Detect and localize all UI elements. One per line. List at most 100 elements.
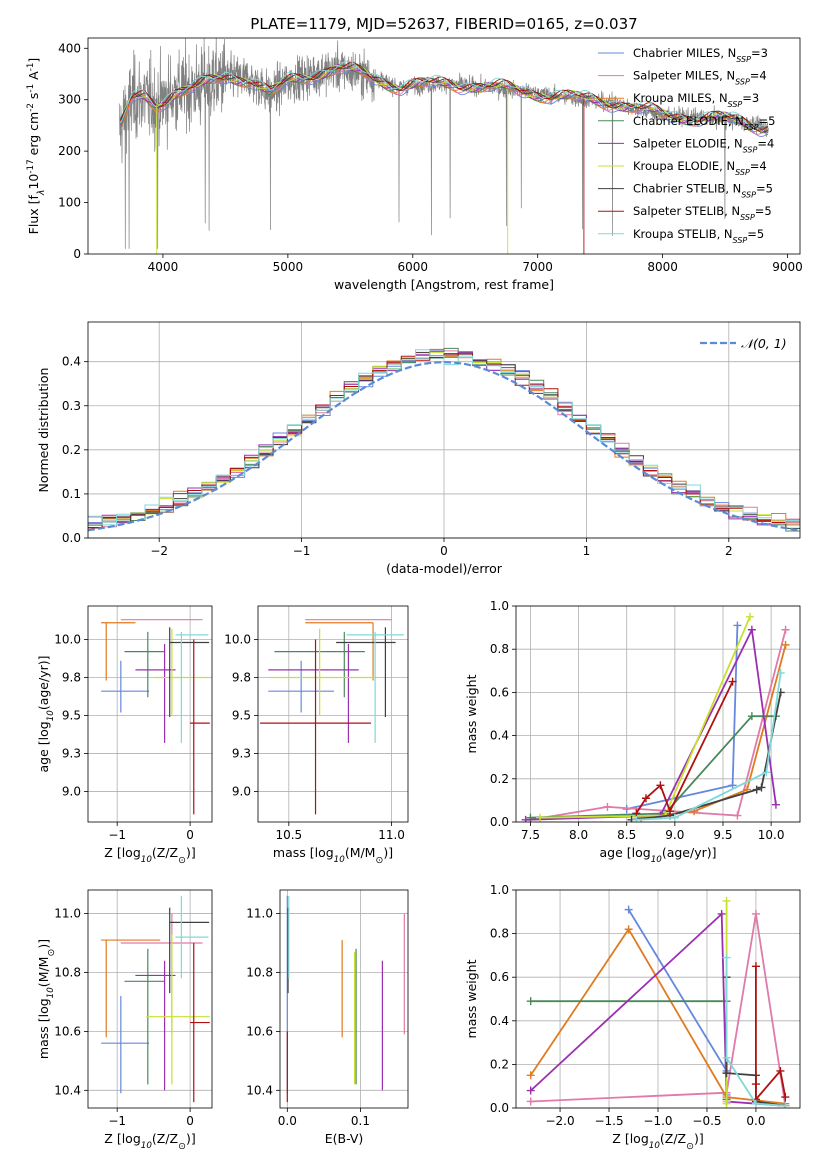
y-tick-label: 9.8 bbox=[232, 670, 251, 684]
x-tick-label: 9.0 bbox=[665, 828, 684, 842]
y-axis-label: mass weight bbox=[464, 674, 479, 753]
axes-frame bbox=[279, 889, 409, 1109]
y-tick-label: 0.6 bbox=[490, 970, 509, 984]
weight-marker bbox=[722, 896, 731, 905]
normal-reference-curve bbox=[88, 360, 800, 532]
legend-label-8: Salpeter STELIB, NSSP=5 bbox=[633, 204, 772, 222]
weight-line bbox=[627, 909, 728, 1095]
y-tick-label: 1.0 bbox=[490, 599, 509, 613]
x-tick-label: 7000 bbox=[522, 260, 553, 274]
model-fit-8 bbox=[120, 61, 769, 131]
mass_vs_Z-panel: −1 0 10.4 10.6 10.8 11.0 Z [log10(Z/Z⊙)] mass [… bbox=[36, 889, 213, 1152]
errorbar-point-3 bbox=[305, 622, 374, 681]
weight-marker bbox=[781, 1093, 790, 1102]
y-tick-label: 9.0 bbox=[62, 785, 81, 799]
age_vs_mass-panel: 10.5 11.0 9.0 9.3 9.5 9.8 10.0 mass [log10(M/M⊙… bbox=[224, 605, 409, 866]
weight-marker bbox=[526, 997, 535, 1006]
y-tick-label: 9.8 bbox=[62, 670, 81, 684]
x-tick-label: 8.5 bbox=[617, 828, 636, 842]
legend-label-9: Kroupa STELIB, NSSP=5 bbox=[633, 227, 764, 245]
x-axis-label: Z [log10(Z/Z⊙)] bbox=[104, 1131, 195, 1152]
residual-histogram-9 bbox=[88, 349, 800, 526]
x-tick-label: −2.0 bbox=[545, 1114, 574, 1128]
weight-marker bbox=[776, 668, 785, 677]
age_vs_Z-plot-area bbox=[101, 619, 210, 815]
weight-marker bbox=[771, 800, 780, 809]
x-axis-label: mass [log10(M/M⊙)] bbox=[273, 845, 393, 866]
mass_vs_Z-plot-area bbox=[101, 895, 210, 1103]
x-tick-label: 8000 bbox=[647, 260, 678, 274]
weight-line bbox=[626, 625, 739, 810]
weight-marker bbox=[670, 813, 679, 822]
weight-marker bbox=[624, 905, 633, 914]
y-tick-label: 11.0 bbox=[54, 907, 81, 921]
legend-label-normal: 𝒩(0, 1) bbox=[741, 336, 787, 351]
errorbar-point-5 bbox=[268, 644, 359, 743]
axes-frame bbox=[87, 889, 213, 1109]
errorbar-point-8 bbox=[190, 639, 210, 815]
axes-frame bbox=[87, 37, 801, 255]
x-tick-label: 9000 bbox=[772, 260, 803, 274]
y-tick-label: 0.8 bbox=[490, 642, 509, 656]
weight-marker bbox=[666, 807, 675, 816]
errorbar-point-8 bbox=[260, 639, 372, 815]
y-tick-label: 9.3 bbox=[62, 747, 81, 761]
x-tick-label: 0.1 bbox=[351, 1114, 370, 1128]
weight-marker bbox=[632, 815, 641, 822]
y-tick-label: 0.1 bbox=[62, 487, 81, 501]
x-tick-label: 4000 bbox=[148, 260, 179, 274]
y-axis-label: Flux [fλ10-17 erg cm-2 s-1 A-1] bbox=[26, 58, 47, 235]
x-tick-label: 11.0 bbox=[378, 828, 405, 842]
x-tick-label: 1 bbox=[583, 544, 591, 558]
weight_vs_age-panel: 7.5 8.0 8.5 9.0 9.5 10.0 0.0 0.2 0.4 0.6 0.8 1.0 age… bbox=[464, 599, 801, 865]
legend-label-7: Chabrier STELIB, NSSP=5 bbox=[633, 182, 773, 200]
x-tick-label: 2 bbox=[725, 544, 733, 558]
x-axis-label: (data-model)/error bbox=[386, 561, 503, 576]
weight-marker bbox=[781, 625, 790, 634]
x-axis-label: Z [log10(Z/Z⊙)] bbox=[612, 1131, 703, 1152]
x-tick-label: 0 bbox=[186, 1114, 194, 1128]
y-tick-label: 0.6 bbox=[490, 685, 509, 699]
weight-marker bbox=[536, 813, 545, 822]
mass_vs_EBV-plot-area bbox=[286, 895, 405, 1103]
residuals-plot-area bbox=[88, 347, 800, 532]
panels: 4000 5000 6000 7000 8000 90000100200300400wav… bbox=[26, 37, 803, 1152]
y-tick-label: 300 bbox=[58, 93, 81, 107]
weight-line bbox=[635, 681, 734, 814]
weight_vs_Z-panel: −2.0 −1.5 −1.0 −0.5 0.0 0.0 0.2 0.4 0.6 0.8 1.0 Z [… bbox=[464, 883, 801, 1152]
weight-marker bbox=[747, 712, 756, 721]
y-tick-label: 0.2 bbox=[490, 1057, 509, 1071]
spectrum-panel: 4000 5000 6000 7000 8000 9000 0 100 200 300 400 wav… bbox=[26, 37, 803, 292]
weight-marker bbox=[526, 1086, 535, 1095]
y-tick-label: 100 bbox=[58, 196, 81, 210]
x-tick-label: 9.5 bbox=[713, 828, 732, 842]
errorbar-point-9 bbox=[175, 631, 209, 743]
errorbar-point-9 bbox=[346, 631, 404, 743]
y-tick-label: 10.0 bbox=[224, 632, 251, 646]
y-tick-label: 0 bbox=[73, 247, 81, 261]
weight-marker bbox=[722, 1053, 731, 1062]
weight-marker bbox=[752, 785, 761, 794]
errorbar-point-6 bbox=[146, 934, 210, 1085]
y-axis-label: age [log10(age/yr)] bbox=[36, 655, 56, 772]
errorbar-point-7 bbox=[169, 907, 210, 994]
x-tick-label: 6000 bbox=[397, 260, 428, 274]
x-tick-label: −1.5 bbox=[594, 1114, 623, 1128]
legend-label-1: Chabrier MILES, NSSP=3 bbox=[633, 46, 768, 64]
errorbar-point-1 bbox=[101, 996, 150, 1094]
legend-label-3: Kroupa MILES, NSSP=3 bbox=[633, 91, 759, 109]
x-tick-label: −1 bbox=[108, 1114, 126, 1128]
y-tick-label: 11.0 bbox=[246, 907, 273, 921]
mass_vs_EBV-panel: 0.0 0.1 10.4 10.6 10.8 11.0 E(B-V) bbox=[246, 889, 409, 1146]
errorbar-point-8 bbox=[190, 943, 210, 1103]
weight-series-9 bbox=[722, 953, 790, 1108]
legend-label-4: Chabrier ELODIE, NSSP=5 bbox=[633, 114, 775, 132]
x-axis-label: wavelength [Angstrom, rest frame] bbox=[334, 277, 554, 292]
errorbar-point-6 bbox=[270, 628, 378, 716]
weight-marker bbox=[722, 1069, 731, 1078]
x-axis-label: Z [log10(Z/Z⊙)] bbox=[104, 845, 195, 866]
y-tick-label: 9.5 bbox=[232, 709, 251, 723]
errorbar-point-5 bbox=[135, 644, 176, 743]
weight-marker bbox=[751, 909, 760, 918]
legend-label-6: Kroupa ELODIE, NSSP=4 bbox=[633, 159, 767, 177]
